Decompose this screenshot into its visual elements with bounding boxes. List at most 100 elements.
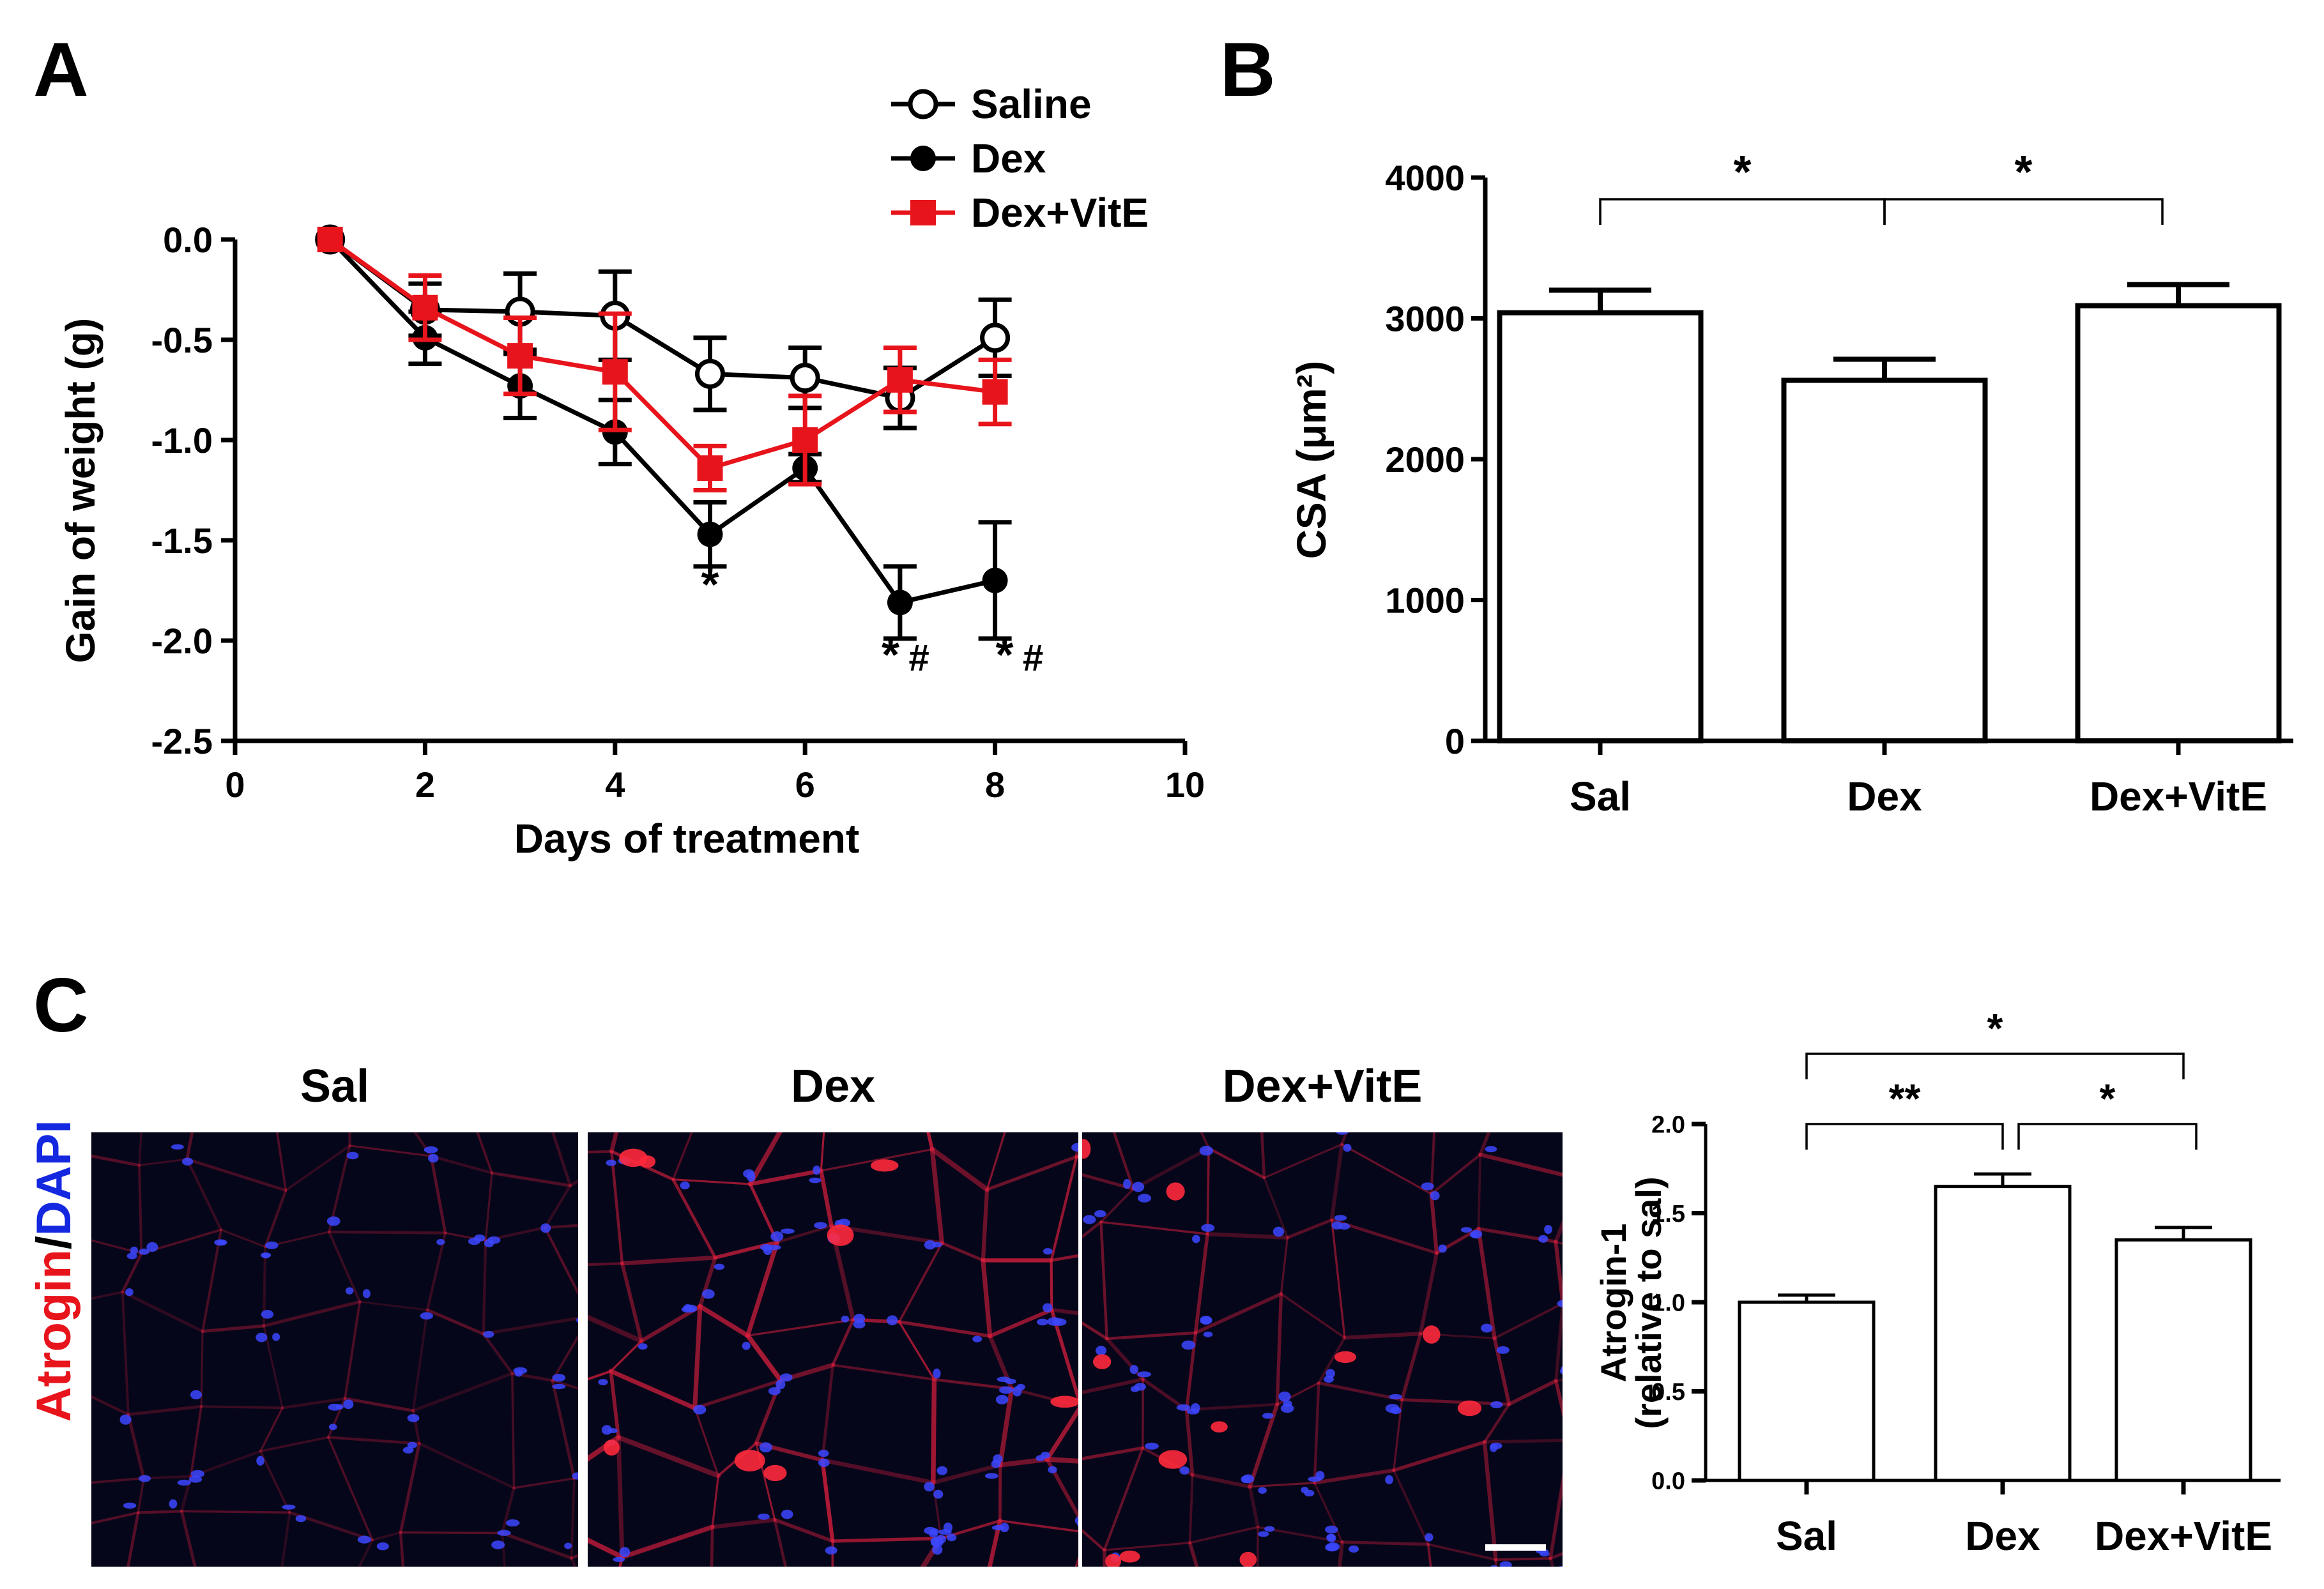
b-y-tick-label: 1000 <box>1385 581 1465 621</box>
nuclei <box>598 1143 1078 1562</box>
point-dex-vite <box>982 379 1008 405</box>
point-dex-vite <box>697 455 723 481</box>
scale-bar <box>1485 1544 1546 1551</box>
panel-letter-c: C <box>33 962 89 1048</box>
c-significance-bracket: * <box>1805 1005 2185 1079</box>
legend-marker <box>910 146 936 171</box>
b-error-bar-sal <box>1549 287 1651 313</box>
a-x-tick-label: 4 <box>605 764 625 805</box>
c-y-tick-label: 1.0 <box>1651 1290 1685 1317</box>
legend-label: Saline <box>971 81 1092 127</box>
c-y-tick-label: 0.5 <box>1651 1379 1685 1406</box>
a-y-tick-label: -0.5 <box>151 320 213 360</box>
c-y-tick-label: 2.0 <box>1651 1112 1685 1139</box>
series-dex <box>317 227 1012 641</box>
a-x-tick-label: 10 <box>1165 764 1205 805</box>
c-bar-dex-vite <box>2114 1238 2252 1482</box>
atrogin-label: Atrogin <box>27 1249 81 1422</box>
a-y-tick-label: -2.5 <box>151 721 213 761</box>
c-bar-dex <box>1934 1185 2072 1482</box>
b-significance-bracket: * <box>1599 147 1886 225</box>
c-x-tick-label: Dex <box>1965 1513 2040 1559</box>
c-y-axis-subtitle: (relative to sal) <box>1628 1176 1669 1429</box>
point-dex <box>697 521 723 547</box>
a-y-tick-label: -2.0 <box>151 621 213 661</box>
label-separator: / <box>27 1236 81 1249</box>
series-line-dex <box>328 238 996 605</box>
atrogin-aggregates <box>603 1148 1078 1482</box>
a-x-axis-title: Days of treatment <box>514 816 860 862</box>
a-x-tick-label: 8 <box>985 764 1005 805</box>
panel-letter-b: B <box>1220 27 1276 112</box>
point-saline <box>695 358 725 389</box>
legend-marker <box>908 89 938 119</box>
b-y-tick-label: 2000 <box>1385 439 1465 480</box>
significance-mark: # <box>909 637 929 679</box>
point-saline <box>790 363 820 393</box>
legend-item-saline: Saline <box>891 81 1092 127</box>
c-y-axis-title: Atrogin-1 <box>1593 1224 1633 1383</box>
b-bar-dex-vite <box>2075 303 2282 743</box>
micrograph-label-dex-vite: Dex+VitE <box>1223 1061 1423 1112</box>
point-dex-vite <box>602 359 628 385</box>
micrograph-dex-vite <box>1082 1132 1563 1567</box>
legend-label: Dex+VitE <box>971 190 1149 236</box>
b-y-tick-label: 3000 <box>1385 299 1465 339</box>
significance-mark: # <box>1023 637 1043 679</box>
a-x-tick-label: 0 <box>225 764 245 805</box>
a-y-tick-label: -1.5 <box>151 521 213 561</box>
atrogin-bar-chart: 0.00.51.01.52.0 Sal Dex Dex+VitE *** * Atro… <box>1593 1005 2281 1559</box>
point-dex-vite <box>887 367 913 393</box>
point-saline <box>980 323 1011 353</box>
c-bar-sal <box>1738 1300 1876 1482</box>
series-line-dex-vite <box>328 238 996 471</box>
dapi-label: DAPI <box>27 1120 81 1236</box>
a-legend: Saline Dex Dex+VitE <box>891 81 1149 236</box>
b-x-tick-label: Dex+VitE <box>2090 773 2267 819</box>
atrogin-aggregates <box>1082 1139 1482 1567</box>
b-significance-label: * <box>2014 147 2032 198</box>
a-y-tick-label: -1.0 <box>151 420 213 460</box>
point-dex <box>887 589 913 616</box>
micrograph-row: Sal Dex Dex+VitE Atrogin/DAPI <box>27 1061 1563 1567</box>
a-x-tick-label: 2 <box>415 764 435 805</box>
point-dex-vite <box>507 343 533 369</box>
weight-gain-line-chart: 0.0 -0.5 -1.0 -1.5 -2.0 -2.5 0 2 4 6 8 10 Days of … <box>57 81 1205 862</box>
b-y-axis-title: CSA (μm²) <box>1288 361 1334 559</box>
c-y-tick-label: 0.0 <box>1651 1468 1685 1495</box>
nuclei <box>1083 1132 1563 1567</box>
c-significance-label: ** <box>1889 1076 1921 1121</box>
legend-marker <box>910 200 936 225</box>
point-dex-vite <box>317 227 343 252</box>
cell-membranes <box>588 1132 1078 1567</box>
b-bar-sal <box>1497 310 1704 743</box>
c-significance-label: * <box>2100 1076 2116 1121</box>
series-dex-vite <box>317 227 1012 492</box>
c-significance-bracket: * <box>2017 1076 2198 1150</box>
b-x-tick-label: Sal <box>1570 773 1631 819</box>
significance-mark: * <box>882 630 899 681</box>
b-bar-dex <box>1781 377 1988 743</box>
b-y-tick-label: 4000 <box>1385 158 1465 198</box>
a-x-tick-label: 6 <box>795 764 815 805</box>
c-x-tick-label: Sal <box>1776 1513 1837 1559</box>
micrograph-sal <box>91 1132 578 1567</box>
panel-letter-a: A <box>33 27 89 112</box>
micrograph-label-sal: Sal <box>300 1061 369 1112</box>
nuclei <box>119 1144 578 1551</box>
legend-item-dex-vite: Dex+VitE <box>891 190 1149 236</box>
c-y-tick-label: 1.5 <box>1651 1201 1685 1228</box>
b-error-bar-dex <box>1833 356 1936 381</box>
c-significance-label: * <box>1987 1005 2003 1051</box>
significance-mark: * <box>995 630 1013 681</box>
b-y-tick-label: 0 <box>1445 721 1465 761</box>
point-dex-vite <box>412 294 438 321</box>
c-error-bar-sal <box>1778 1293 1835 1302</box>
a-y-axis-title: Gain of weight (g) <box>57 318 103 663</box>
legend-label: Dex <box>971 135 1046 181</box>
a-y-tick-label: 0.0 <box>163 220 213 260</box>
micrograph-label-dex: Dex <box>791 1061 875 1112</box>
b-x-tick-label: Dex <box>1847 773 1922 819</box>
c-error-bar-dex-vite <box>2155 1226 2212 1240</box>
b-error-bar-dex-vite <box>2127 282 2229 306</box>
